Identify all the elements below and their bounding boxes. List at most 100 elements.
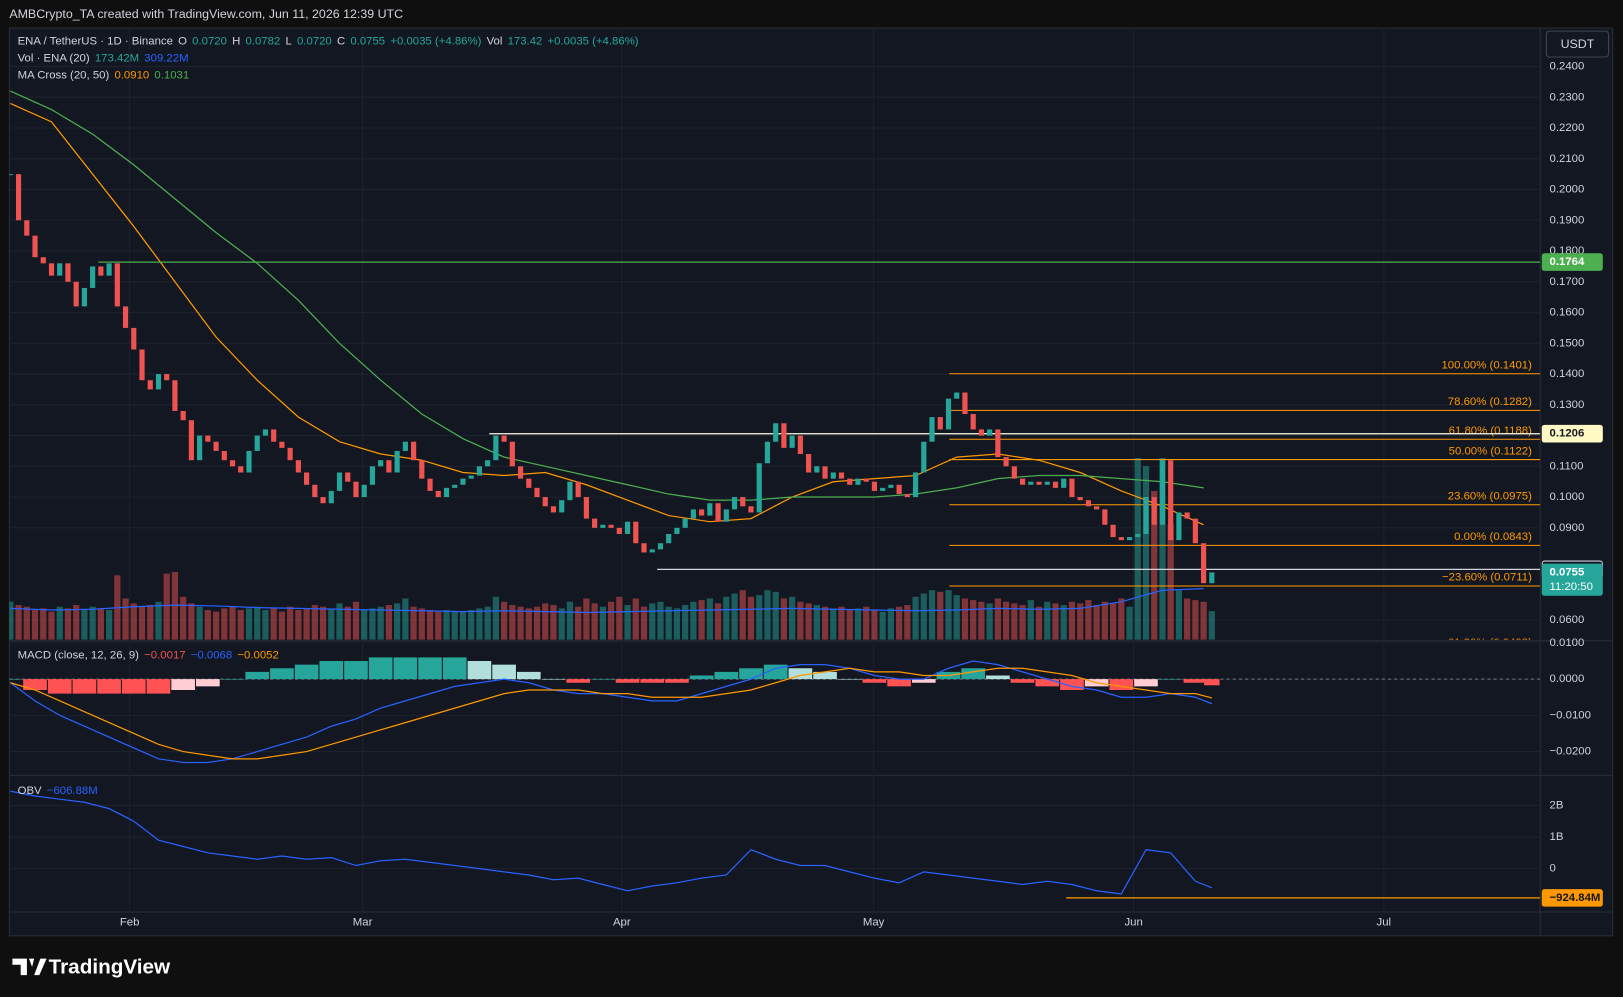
volume-bar xyxy=(105,610,113,640)
y-tick-label: 0.1300 xyxy=(1550,399,1585,411)
currency[interactable]: USDT xyxy=(1561,37,1595,51)
volume-bar xyxy=(221,608,228,640)
volume-bar xyxy=(1068,601,1076,640)
currency-button[interactable] xyxy=(1545,30,1610,58)
candle xyxy=(501,435,507,442)
volume-bar xyxy=(607,601,615,640)
legend-item: ENA / TetherUS · 1D · Binance xyxy=(18,36,173,48)
volume-bar xyxy=(575,606,582,640)
candle xyxy=(139,349,145,381)
x-tick-label: Jul xyxy=(1377,916,1392,928)
candle xyxy=(229,460,236,467)
candle xyxy=(147,380,153,390)
volume-bar xyxy=(640,606,648,640)
volume-bar xyxy=(426,610,434,640)
volume-bar xyxy=(1002,601,1010,640)
volume-bar xyxy=(344,606,351,640)
volume-bar xyxy=(714,603,722,640)
volume-bar xyxy=(1118,598,1125,640)
candle xyxy=(1102,509,1108,525)
candle xyxy=(81,287,87,307)
volume-bar xyxy=(459,611,467,640)
volume-bar xyxy=(550,605,557,640)
fib-label: 50.00% (0.1122) xyxy=(1449,445,1532,457)
volume-bar xyxy=(591,603,598,640)
candle xyxy=(567,481,573,501)
candle xyxy=(600,524,606,528)
volume-bar xyxy=(1151,490,1158,640)
volume-bar xyxy=(369,608,376,640)
volume-bar xyxy=(665,606,672,640)
volume-bar xyxy=(468,610,475,640)
candle xyxy=(814,466,820,473)
y-tick-label: 0.2300 xyxy=(1550,91,1585,103)
volume-bar xyxy=(1167,524,1174,640)
fib-label: 100.00% (0.1401) xyxy=(1441,359,1532,371)
candle xyxy=(674,527,680,534)
macd-line xyxy=(9,660,1213,764)
volume-bar xyxy=(476,608,483,640)
fib-label: 23.60% (0.0975) xyxy=(1448,490,1532,502)
y-tick-label: 0.0100 xyxy=(1550,637,1585,649)
macd-histogram-bar xyxy=(986,675,1010,680)
legend-item: MA Cross (20, 50) xyxy=(18,70,110,82)
macd-histogram-bar xyxy=(245,671,270,680)
volume-bar xyxy=(1035,606,1043,640)
candle xyxy=(797,435,803,455)
y-tick-label: 0.2400 xyxy=(1550,61,1585,73)
volume-bar xyxy=(270,608,277,640)
legend-item: OBV xyxy=(18,785,42,797)
candle xyxy=(880,487,886,491)
volume-bar xyxy=(1101,601,1108,640)
candle xyxy=(452,484,458,488)
volume-bar xyxy=(122,598,129,640)
legend-item: 0.0720 xyxy=(297,36,332,48)
volume-bar xyxy=(1184,598,1191,640)
macd-histogram-bar xyxy=(961,668,986,680)
candle xyxy=(345,472,351,482)
volume-bar xyxy=(287,606,294,640)
fib-label: 61.80% (0.1188) xyxy=(1449,425,1532,437)
volume-bar xyxy=(435,611,442,640)
volume-bar xyxy=(451,610,458,640)
volume-bar xyxy=(937,591,944,640)
candle xyxy=(271,429,277,442)
last-price-label-box xyxy=(1541,563,1603,596)
macd-histogram-bar xyxy=(862,679,887,683)
candle xyxy=(57,263,63,276)
macd-histogram-bar xyxy=(615,679,640,683)
candle xyxy=(122,306,129,328)
candle xyxy=(427,478,433,491)
macd-histogram-bar xyxy=(442,657,467,680)
legend-item: +0.0035 (+4.86%) xyxy=(390,36,481,48)
candle xyxy=(550,506,557,513)
candle xyxy=(896,484,902,495)
volume-bar xyxy=(698,600,705,640)
volume-bar xyxy=(81,610,88,640)
legend-row: MACD (close, 12, 26, 9) −0.0017 −0.0068 −0.… xyxy=(18,649,279,661)
volume-bar xyxy=(1077,603,1084,640)
macd-histogram-bar xyxy=(196,679,220,687)
candle xyxy=(73,281,79,307)
candle xyxy=(262,429,269,436)
candle xyxy=(912,472,919,498)
line-value-label-box xyxy=(1541,889,1603,907)
volume-bar xyxy=(994,598,1001,640)
candle xyxy=(608,524,614,528)
macd-histogram-bar xyxy=(492,664,516,680)
volume-bar xyxy=(1019,605,1026,640)
macd-histogram-bar xyxy=(739,668,763,680)
candle xyxy=(24,220,30,236)
volume-bar xyxy=(723,596,730,640)
volume-bar xyxy=(517,606,524,640)
candle xyxy=(295,460,301,473)
candle xyxy=(715,503,721,522)
candle xyxy=(205,435,211,442)
volume-bar xyxy=(624,605,631,640)
line-price-label: 0.1764 xyxy=(1550,256,1585,268)
logo-text: TradingView xyxy=(49,955,171,978)
candle xyxy=(995,429,1001,458)
candle xyxy=(641,543,647,553)
candle xyxy=(1143,497,1149,534)
candle xyxy=(888,484,894,488)
